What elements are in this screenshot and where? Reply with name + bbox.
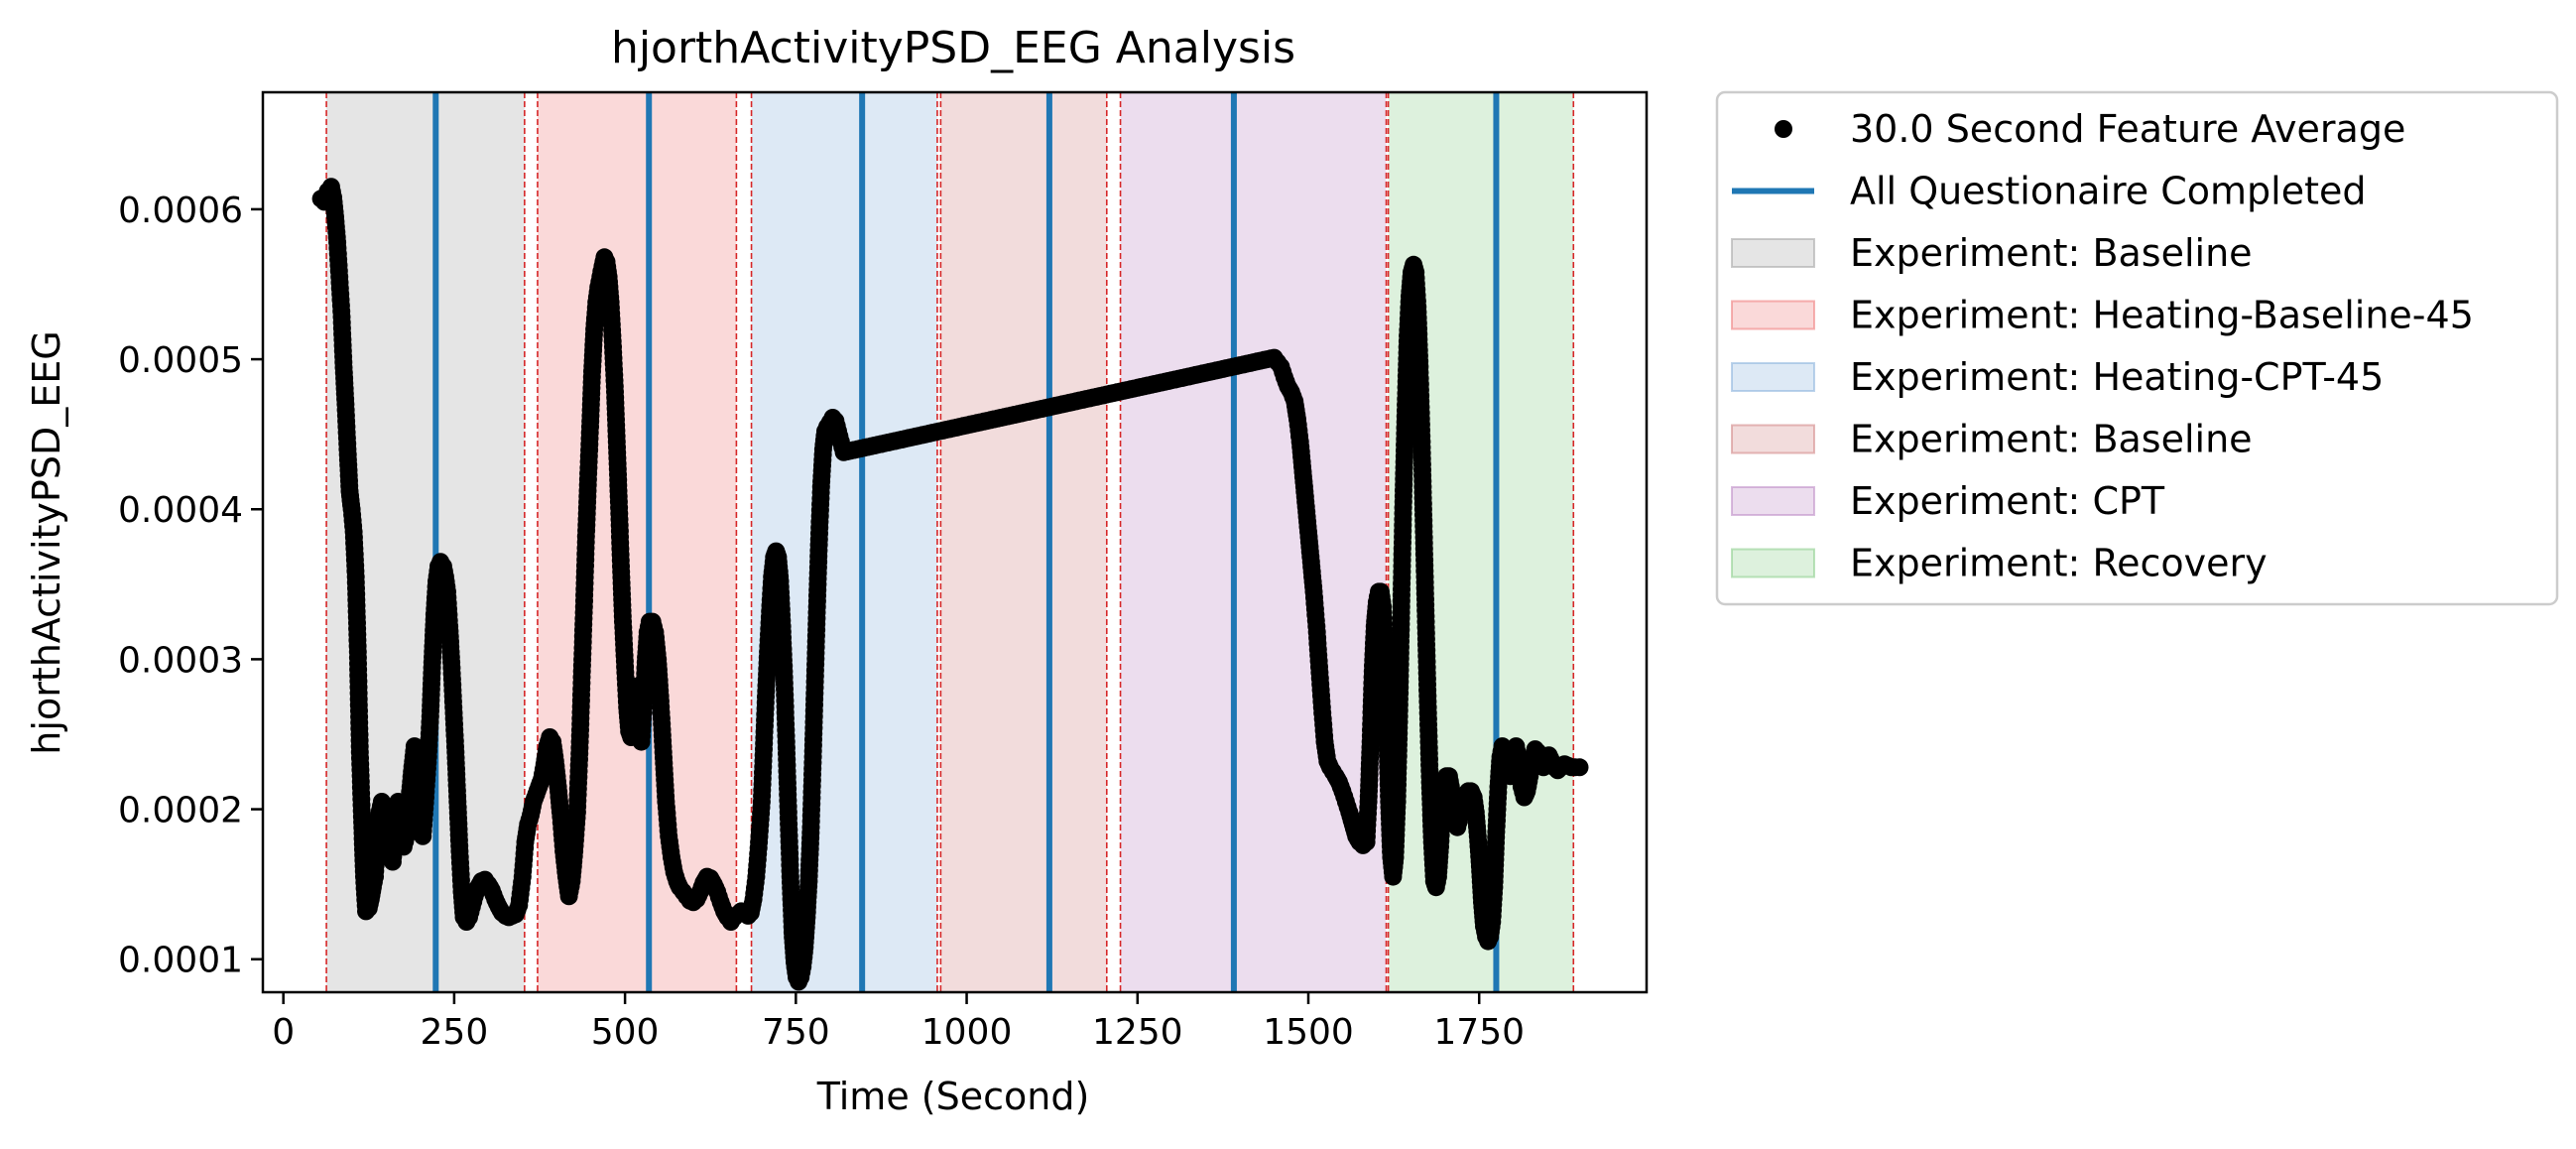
legend-label: Experiment: Baseline <box>1850 231 2253 275</box>
legend-marker-icon <box>1775 120 1792 138</box>
y-axis-label: hjorthActivityPSD_EEG <box>25 330 68 754</box>
legend-label: Experiment: Heating-Baseline-45 <box>1850 294 2474 337</box>
legend-label: Experiment: Baseline <box>1850 418 2253 461</box>
x-tick-label: 1500 <box>1263 1012 1354 1053</box>
y-tick-label: 0.0005 <box>118 340 243 381</box>
legend-label: Experiment: CPT <box>1850 479 2165 523</box>
legend-patch-icon <box>1732 550 1814 577</box>
legend-label: 30.0 Second Feature Average <box>1850 107 2405 151</box>
x-tick-label: 1000 <box>921 1012 1013 1053</box>
x-tick-label: 250 <box>421 1012 489 1053</box>
legend-label: Experiment: Heating-CPT-45 <box>1850 355 2384 399</box>
x-tick-label: 750 <box>762 1012 830 1053</box>
legend-patch-icon <box>1732 426 1814 453</box>
legend: 30.0 Second Feature Average All Questiona… <box>1717 92 2557 604</box>
legend-patch-icon <box>1732 239 1814 267</box>
legend-patch-icon <box>1732 487 1814 515</box>
legend-label: Experiment: Recovery <box>1850 542 2268 585</box>
experiment-span <box>1121 92 1387 992</box>
legend-label: All Questionaire Completed <box>1850 170 2367 213</box>
y-tick-label: 0.0006 <box>118 191 243 231</box>
x-tick-label: 500 <box>591 1012 660 1053</box>
experiment-span <box>940 92 1106 992</box>
x-tick-label: 1750 <box>1433 1012 1525 1053</box>
y-tick-label: 0.0004 <box>118 490 243 531</box>
legend-patch-icon <box>1732 302 1814 329</box>
experiment-span <box>752 92 937 992</box>
x-axis-label: Time (Second) <box>816 1075 1090 1118</box>
legend-patch-icon <box>1732 363 1814 391</box>
y-tick-label: 0.0001 <box>118 941 243 981</box>
x-tick-label: 1250 <box>1092 1012 1183 1053</box>
y-tick-label: 0.0002 <box>118 791 243 831</box>
data-point <box>1571 758 1589 776</box>
chart-title: hjorthActivityPSD_EEG Analysis <box>611 23 1295 73</box>
y-tick-label: 0.0003 <box>118 640 243 681</box>
x-tick-label: 0 <box>272 1012 295 1053</box>
